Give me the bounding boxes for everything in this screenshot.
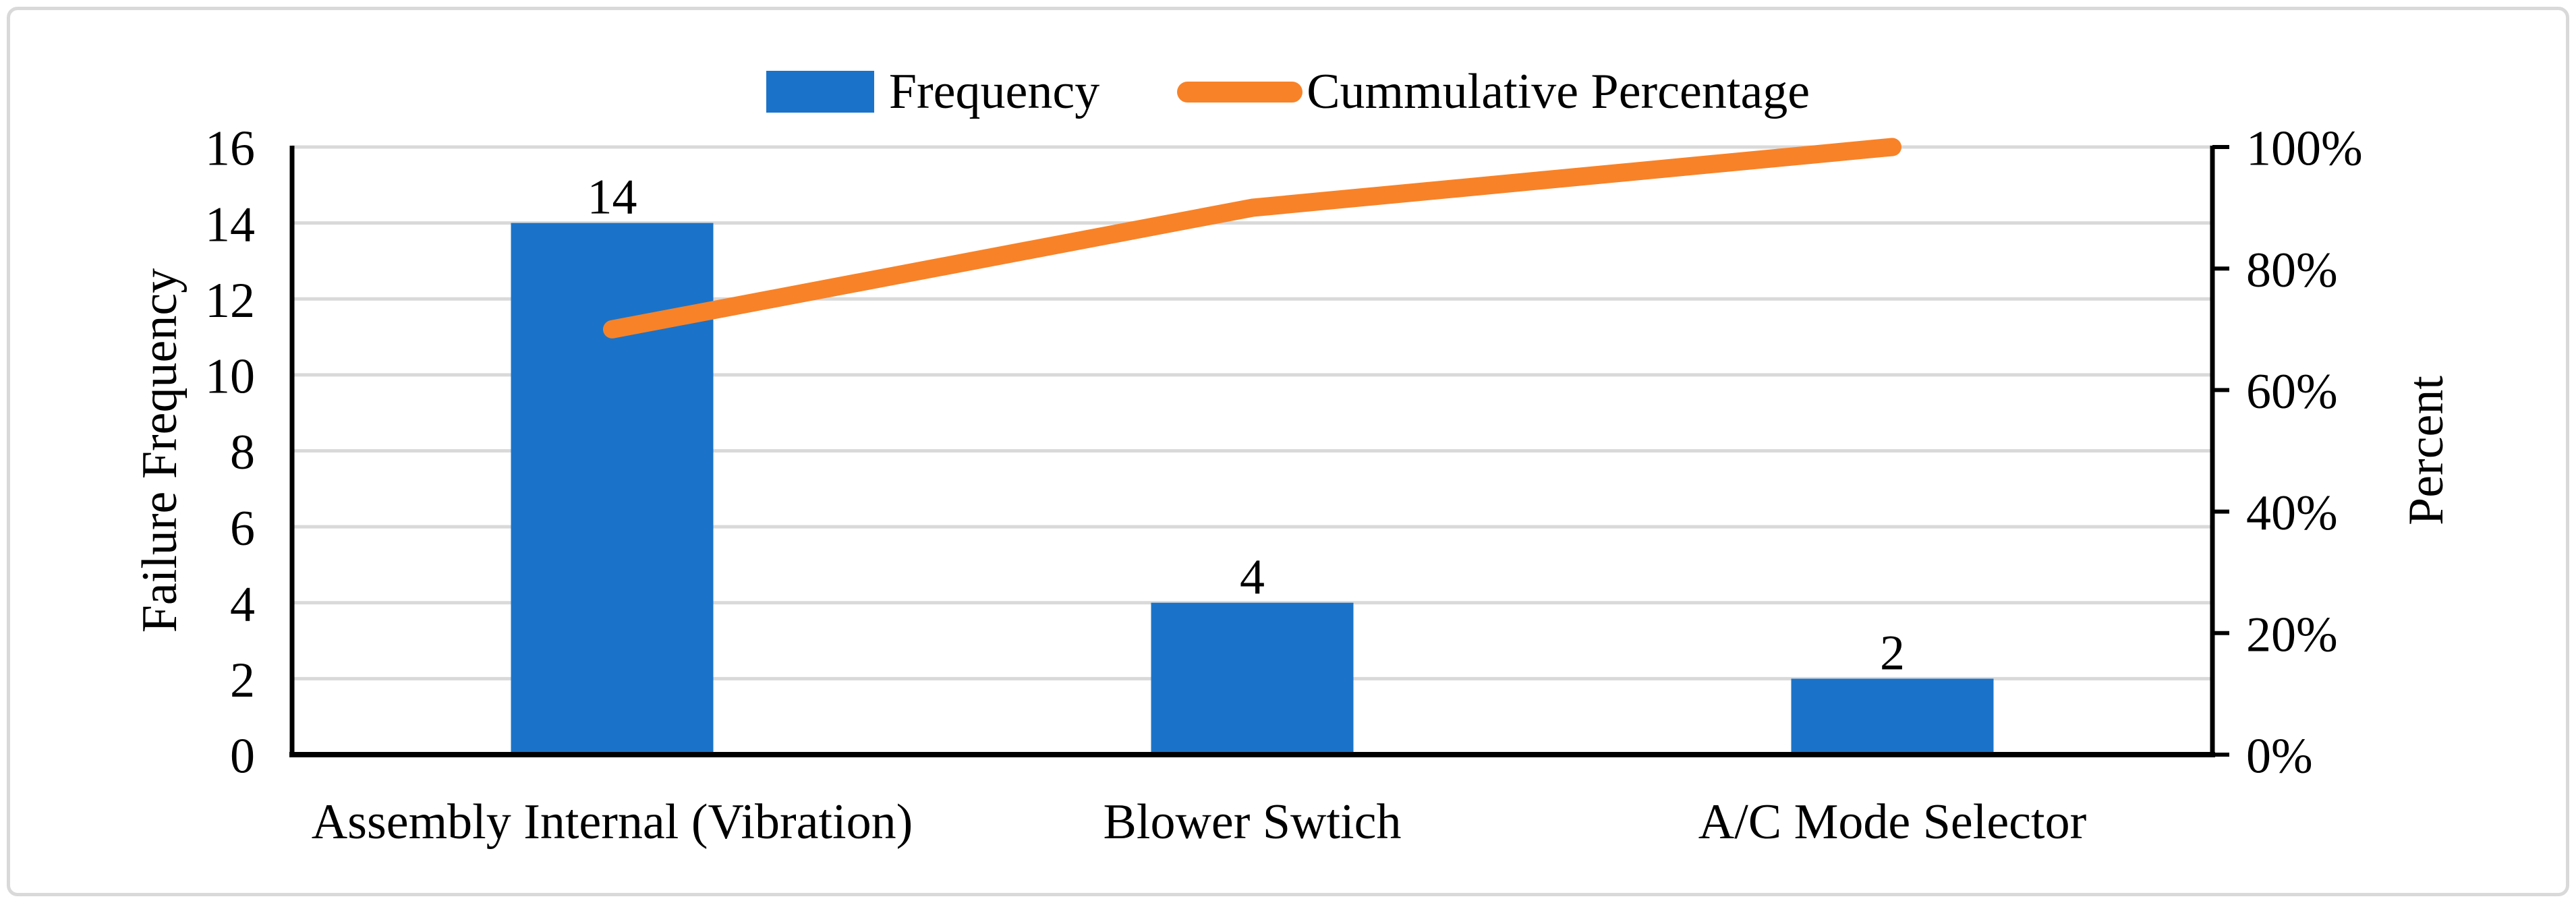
category-label: A/C Mode Selector [1698, 794, 2086, 850]
cumulative-percentage-line [603, 138, 1901, 339]
cumulative-percentage-legend-label: Cummulative Percentage [1307, 64, 1810, 119]
bar-data-label: 14 [588, 170, 637, 225]
left-axis-tick-label: 10 [205, 349, 255, 405]
left-axis-tick-label: 16 [205, 121, 255, 177]
legend-item-cumulative-percentage: Cummulative Percentage [1177, 67, 1810, 117]
cumulative-percentage-legend-swatch [1177, 81, 1303, 103]
right-axis-tick-label: 60% [2246, 364, 2338, 419]
right-axis-tick-label: 40% [2246, 486, 2338, 541]
left-axis-tick-label: 2 [230, 653, 255, 708]
bar-data-label: 2 [1880, 625, 1905, 680]
left-axis-tick-label: 8 [230, 425, 255, 480]
category-label: Assembly Internal (Vibration) [312, 794, 913, 850]
legend-item-frequency: Frequency [766, 67, 1099, 117]
right-axis-tick-label: 80% [2246, 243, 2338, 298]
frequency-legend-swatch [766, 71, 874, 113]
left-axis-tick-label: 4 [230, 577, 255, 632]
frequency-legend-label: Frequency [888, 64, 1100, 119]
right-axis-tick-label: 0% [2246, 729, 2313, 784]
right-axis-tick-label: 100% [2246, 121, 2363, 177]
bar-3 [1791, 678, 1994, 755]
left-axis-tick-label: 6 [230, 501, 255, 556]
bar-1 [511, 223, 714, 755]
category-label: Blower Swtich [1104, 794, 1402, 850]
left-axis-tick-label: 12 [205, 273, 255, 328]
left-axis-tick-label: 0 [230, 729, 255, 784]
bar-2 [1151, 602, 1354, 755]
bar-data-label: 4 [1240, 550, 1265, 605]
left-axis-tick-label: 14 [205, 197, 255, 252]
chart-legend: Frequency Cummulative Percentage [0, 51, 2576, 132]
chart-outer-border [7, 7, 2569, 896]
right-axis-tick-label: 20% [2246, 607, 2338, 662]
